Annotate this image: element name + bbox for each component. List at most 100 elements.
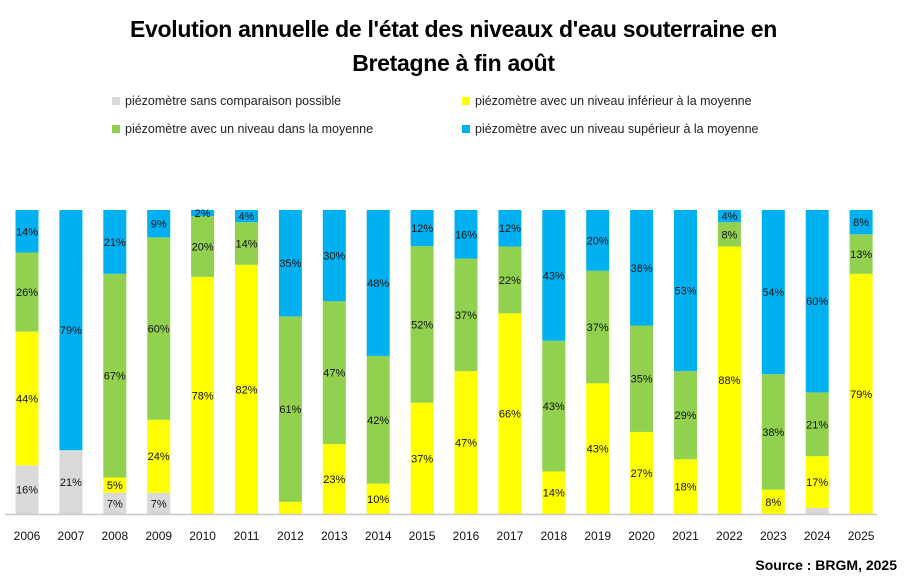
data-label: 13%	[850, 249, 872, 261]
data-label: 37%	[411, 453, 433, 465]
data-label: 79%	[850, 389, 872, 401]
data-label: 16%	[455, 229, 477, 241]
bar-segment	[542, 471, 566, 514]
legend-item-below-average: piézomètre avec un niveau inférieur à la…	[462, 94, 752, 108]
data-label: 88%	[718, 375, 740, 387]
data-label: 53%	[674, 286, 696, 298]
data-label: 66%	[499, 409, 521, 421]
source-note: Source : BRGM, 2025	[755, 557, 897, 573]
x-tick-label: 2016	[453, 529, 480, 543]
x-tick-label: 2020	[628, 529, 655, 543]
data-label: 24%	[148, 451, 170, 463]
legend-swatch	[462, 97, 470, 105]
data-label: 37%	[455, 310, 477, 322]
bar-segment	[366, 210, 390, 356]
bar-segment	[410, 210, 434, 247]
x-tick-label: 2009	[145, 529, 172, 543]
bar-segment	[498, 313, 522, 514]
data-label: 44%	[16, 393, 38, 405]
data-label: 23%	[323, 474, 345, 486]
data-label: 37%	[587, 322, 609, 334]
x-tick-label: 2012	[277, 529, 304, 543]
bar-segment	[366, 355, 390, 484]
data-label: 43%	[543, 270, 565, 282]
chart-title-line-2: Bretagne à fin août	[352, 50, 555, 76]
data-label: 35%	[279, 258, 301, 270]
bar-segment	[103, 210, 127, 274]
data-label: 12%	[411, 223, 433, 235]
bar-segment	[849, 273, 873, 514]
legend-label: piézomètre avec un niveau dans la moyenn…	[125, 122, 374, 136]
bar-segment	[805, 392, 829, 457]
data-label: 20%	[587, 235, 609, 247]
x-tick-label: 2011	[234, 529, 260, 543]
bar-segment	[717, 246, 741, 515]
x-tick-label: 2019	[584, 529, 611, 543]
bar-segment	[191, 210, 215, 217]
chart-title-line-1: Evolution annuelle de l'état des niveaux…	[129, 16, 778, 42]
data-label: 38%	[762, 427, 784, 439]
bar-segment	[542, 210, 566, 341]
data-label: 18%	[674, 482, 696, 494]
bar-segment	[674, 371, 697, 460]
bar-segment	[191, 276, 215, 514]
bar-segment	[191, 216, 215, 277]
data-label: 21%	[806, 419, 828, 431]
legend-label: piézomètre avec un niveau inférieur à la…	[475, 94, 752, 108]
data-label: 47%	[323, 368, 345, 380]
data-label: 7%	[107, 498, 123, 510]
bar-segment	[630, 210, 654, 326]
x-tick-label: 2025	[848, 529, 875, 543]
data-label: 67%	[104, 371, 126, 383]
x-tick-label: 2006	[14, 529, 41, 543]
data-label: 8%	[721, 229, 737, 241]
legend-item-no-comparison: piézomètre sans comparaison possible	[112, 94, 341, 108]
bar-segment	[147, 492, 171, 514]
bar-segment	[805, 507, 829, 514]
x-tick-label: 2017	[497, 529, 524, 543]
data-label: 14%	[543, 488, 565, 500]
data-label: 78%	[192, 390, 214, 402]
bar-segment	[235, 222, 258, 265]
bar-segment	[674, 459, 697, 514]
data-label: 5%	[107, 480, 123, 492]
x-tick-label: 2024	[804, 529, 831, 543]
data-label: 4%	[721, 211, 737, 223]
bar-segment	[761, 210, 785, 375]
bar-segment	[410, 402, 434, 514]
legend-swatch	[112, 125, 120, 133]
data-label: 8%	[853, 217, 869, 229]
data-label: 26%	[16, 287, 38, 299]
data-label: 29%	[674, 410, 696, 422]
x-tick-label: 2007	[58, 529, 85, 543]
bar-segment	[235, 264, 258, 514]
chart-title: Evolution annuelle de l'état des niveaux…	[0, 12, 907, 80]
bar-segment	[147, 419, 171, 493]
bar-segment	[322, 210, 346, 302]
data-label: 22%	[499, 275, 521, 287]
bar-segment	[103, 492, 127, 514]
data-label: 54%	[762, 287, 784, 299]
data-label: 43%	[587, 444, 609, 456]
data-label: 14%	[235, 238, 257, 250]
data-label: 8%	[765, 497, 781, 509]
data-label: 27%	[631, 468, 653, 480]
x-tick-label: 2014	[365, 529, 392, 543]
bar-segment	[235, 210, 258, 223]
legend-swatch	[462, 125, 470, 133]
legend-label: piézomètre sans comparaison possible	[125, 94, 342, 108]
x-tick-label: 2008	[101, 529, 128, 543]
data-label: 4%	[239, 211, 255, 223]
data-label: 60%	[148, 324, 170, 336]
bar-segment	[147, 237, 171, 420]
bar-segment	[103, 273, 127, 478]
bar-segment	[322, 301, 346, 445]
data-label: 60%	[806, 296, 828, 308]
bar-segment	[322, 444, 346, 514]
x-tick-label: 2010	[189, 529, 216, 543]
bar-segment	[761, 489, 785, 514]
data-label: 52%	[411, 319, 433, 331]
data-label: 20%	[192, 241, 214, 253]
bar-segment	[717, 222, 741, 247]
